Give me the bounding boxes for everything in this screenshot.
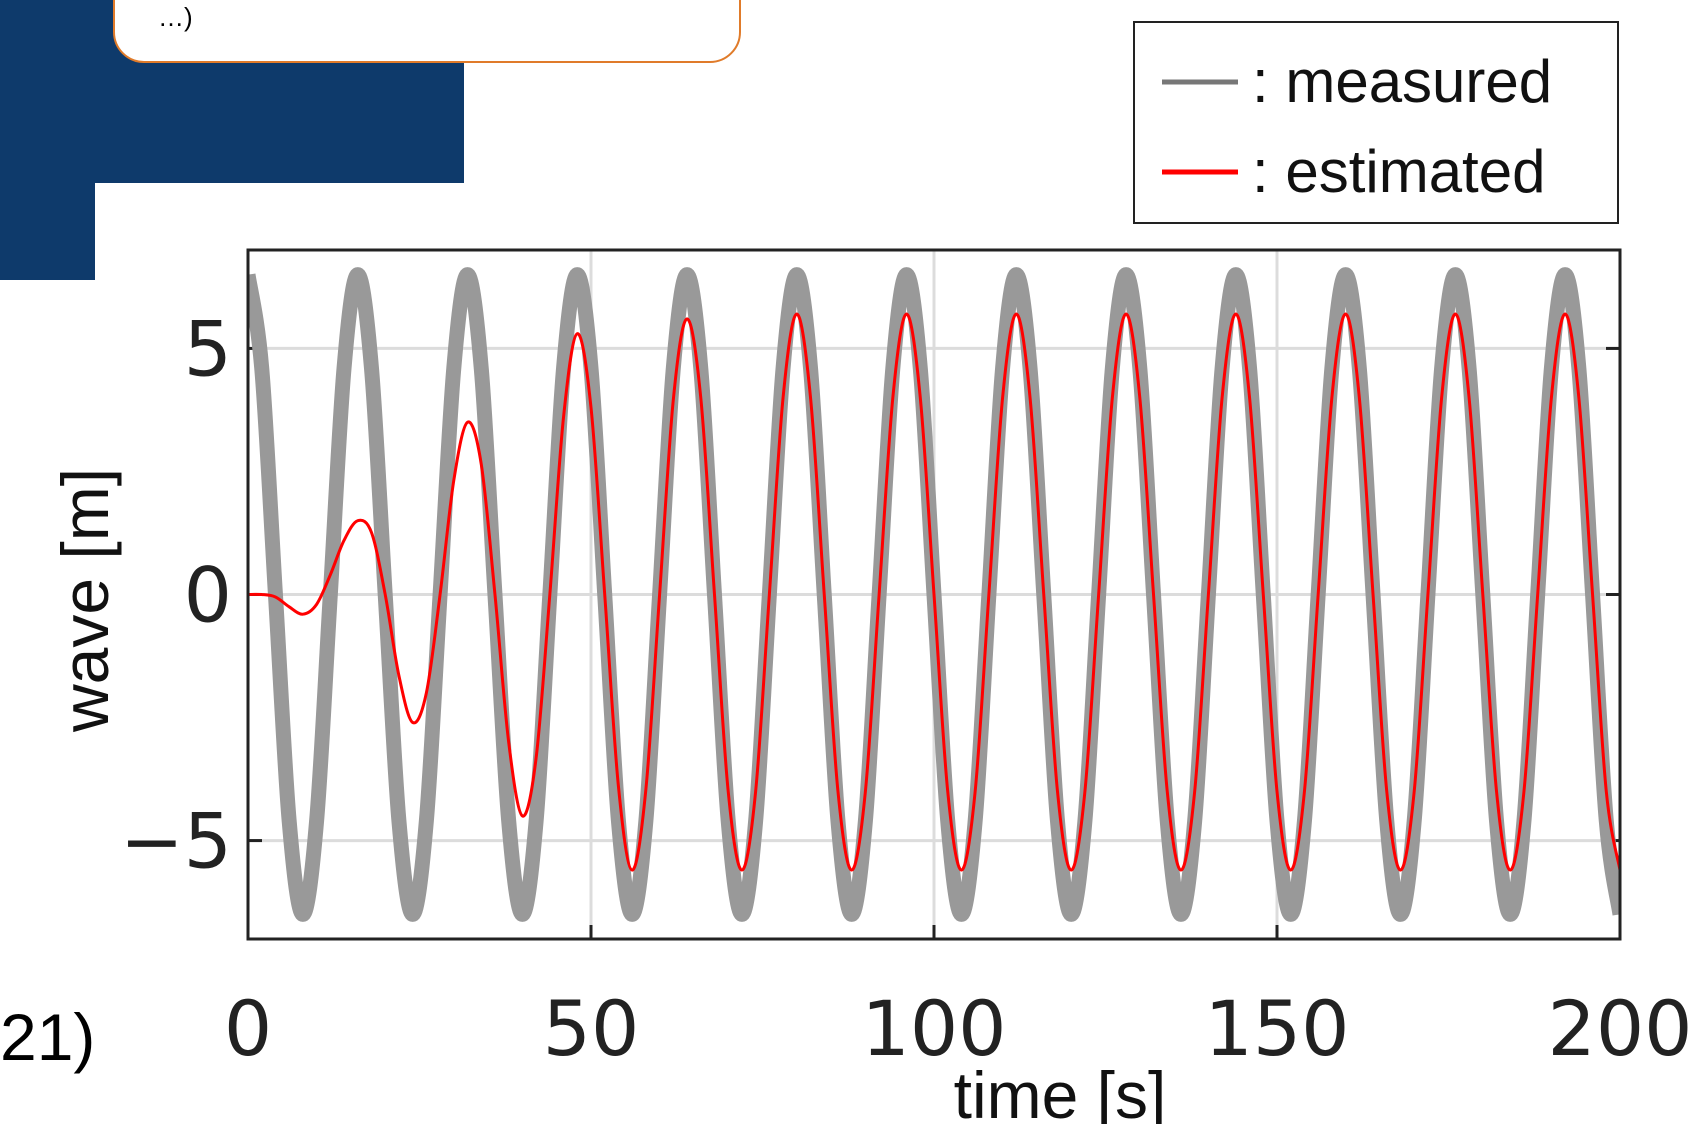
plot-area bbox=[248, 267, 1620, 922]
x-axis-label: time [s] bbox=[954, 1058, 1167, 1124]
plot-frame bbox=[246, 248, 1622, 941]
legend-label: : measured bbox=[1252, 48, 1552, 115]
text-fragment: 21) bbox=[0, 1000, 95, 1074]
legend bbox=[1133, 21, 1619, 224]
x-tick-label: 100 bbox=[861, 984, 1006, 1073]
callout-box bbox=[113, 0, 741, 63]
y-tick-label: 5 bbox=[184, 304, 232, 393]
x-tick-label: 200 bbox=[1547, 984, 1692, 1073]
y-tick-label: 0 bbox=[184, 551, 232, 640]
callout-text: …) bbox=[158, 2, 193, 32]
x-tick-label: 0 bbox=[224, 984, 272, 1073]
x-tick-label: 150 bbox=[1204, 984, 1349, 1073]
series-line bbox=[248, 312, 1620, 872]
y-tick-label: −5 bbox=[120, 797, 232, 886]
y-axis-label: wave [m] bbox=[48, 468, 122, 733]
x-tick-label: 50 bbox=[543, 984, 640, 1073]
legend-label: : estimated bbox=[1252, 138, 1545, 205]
background-image-edge bbox=[0, 0, 95, 280]
